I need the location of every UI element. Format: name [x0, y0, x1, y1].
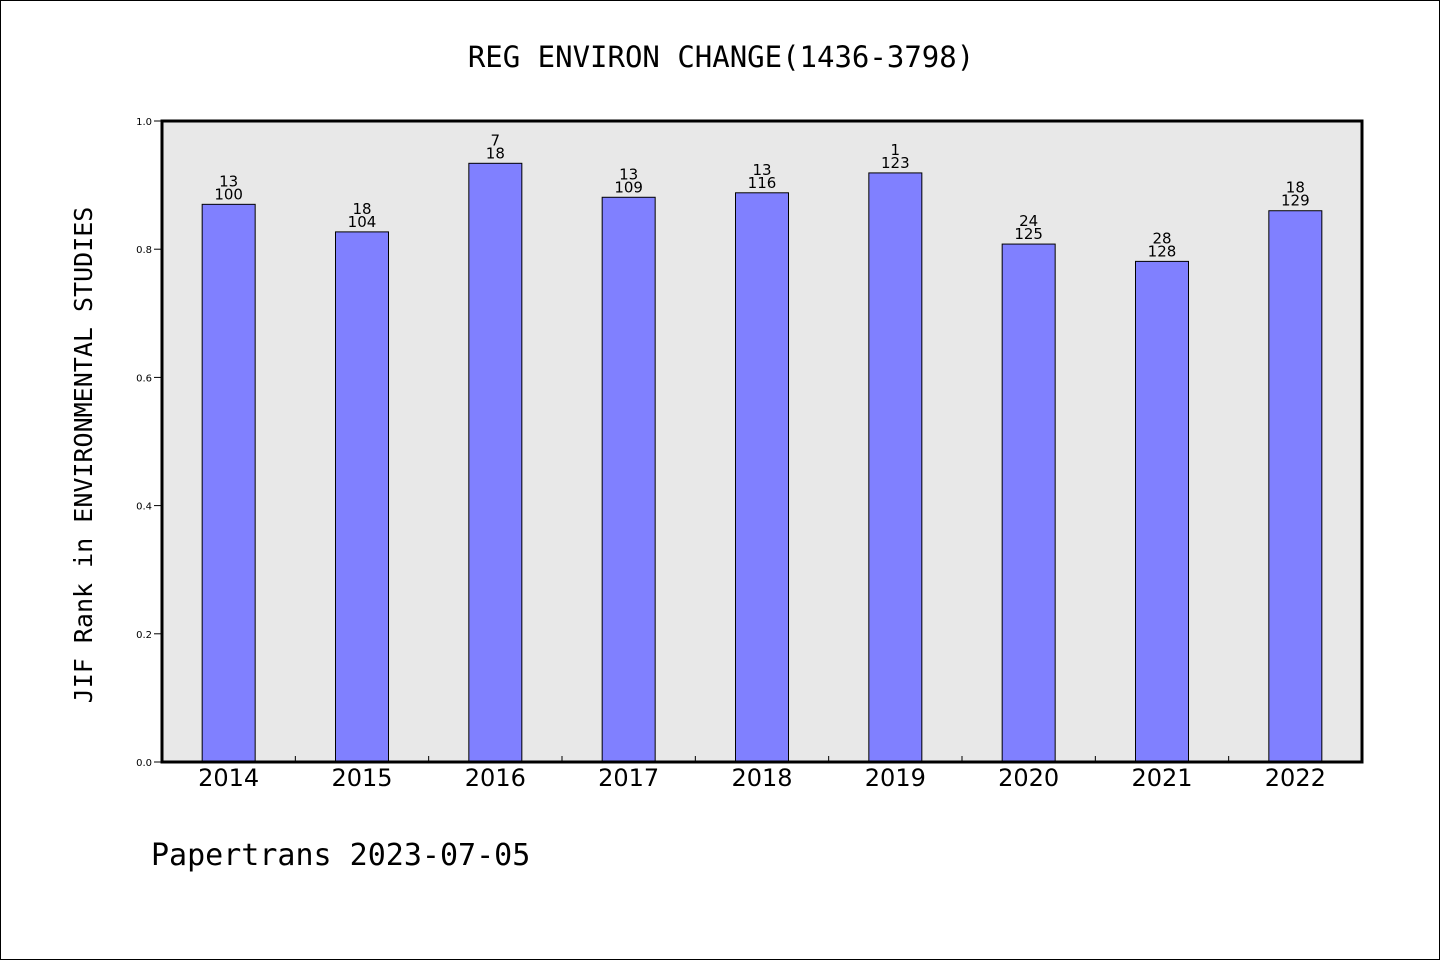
- y-tick-label: 0.0: [136, 758, 152, 769]
- bar-label-total: 109: [614, 178, 643, 196]
- bar-label-total: 129: [1281, 192, 1310, 210]
- y-tick-label: 0.2: [136, 630, 152, 641]
- x-tick-label: 2021: [1131, 764, 1192, 792]
- x-tick-label: 2014: [198, 764, 259, 792]
- y-tick-label: 0.8: [136, 245, 152, 256]
- y-axis-label: JIF Rank in ENVIRONMENTAL STUDIES: [69, 207, 98, 704]
- bar-label-rank: 1: [891, 141, 901, 159]
- bar-label-total: 100: [214, 185, 243, 203]
- bar: [201, 203, 256, 763]
- bar: [468, 162, 523, 763]
- x-tick-label: 2022: [1265, 764, 1326, 792]
- x-tick-label: 2017: [598, 764, 659, 792]
- bars-group: [201, 162, 1323, 763]
- bar-label-total: 128: [1148, 242, 1177, 260]
- x-tick-label: 2020: [998, 764, 1059, 792]
- bar-label-total: 18: [486, 144, 505, 162]
- y-tick-label: 0.4: [136, 502, 152, 513]
- bar: [601, 196, 656, 763]
- y-tick-label: 0.6: [136, 373, 152, 384]
- bar-label-rank: 24: [1019, 212, 1038, 230]
- bar-label-rank: 18: [352, 200, 371, 218]
- bar-label-rank: 13: [752, 161, 771, 179]
- x-tick-label: 2015: [331, 764, 392, 792]
- bar: [1268, 210, 1323, 763]
- bar-label-rank: 18: [1286, 179, 1305, 197]
- bar-label-total: 125: [1014, 225, 1043, 243]
- footer-text: Papertrans 2023-07-05: [151, 838, 530, 873]
- bar-label-total: 104: [348, 213, 377, 231]
- x-tick-label: 2018: [731, 764, 792, 792]
- bar-label-rank: 28: [1152, 229, 1171, 247]
- bar: [1001, 243, 1056, 763]
- chart-title: REG ENVIRON CHANGE(1436-3798): [468, 40, 974, 74]
- bar-label-total: 123: [881, 154, 910, 172]
- bar-label-rank: 13: [619, 165, 638, 183]
- bar: [1135, 260, 1189, 763]
- bar: [868, 172, 923, 763]
- x-axis: 2014 2015 2016 2017 2018 2019 2020 2021 2022: [198, 756, 1326, 792]
- plot-border: [160, 119, 1364, 764]
- bar-label-rank: 7: [491, 131, 501, 149]
- x-tick-label: 2019: [865, 764, 926, 792]
- y-tick-label: 1.0: [136, 117, 152, 128]
- bar-label-total: 116: [748, 174, 777, 192]
- x-tick-label: 2016: [465, 764, 526, 792]
- bar-label-rank: 13: [219, 172, 238, 190]
- bar: [335, 231, 389, 763]
- bar: [735, 192, 789, 763]
- y-axis: 0.0 0.2 0.4 0.6 0.8 1.0: [136, 117, 162, 769]
